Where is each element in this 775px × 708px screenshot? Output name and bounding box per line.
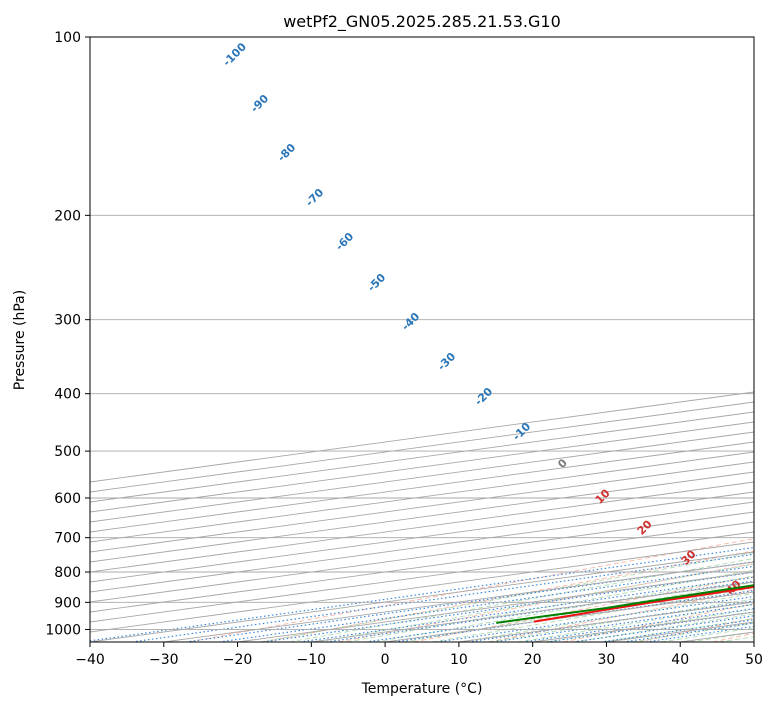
x-tick-label: 40 [671, 652, 689, 668]
y-tick-label: 1000 [45, 622, 81, 638]
isotherm-line [90, 461, 754, 553]
isotherm-line [90, 481, 754, 573]
mixing-ratio-line [492, 603, 754, 642]
x-tick-label: −30 [149, 652, 179, 668]
x-tick-label: 10 [450, 652, 468, 668]
y-tick-label: 300 [54, 313, 81, 329]
x-axis: −40 −30 −20 −10 0 10 20 30 40 50 [75, 642, 763, 668]
y-tick-label: 100 [54, 30, 81, 46]
y-tick-label: 700 [54, 531, 81, 547]
x-tick-label: 30 [598, 652, 616, 668]
y-axis-title: Pressure (hPa) [12, 290, 28, 390]
isotherm-line [90, 491, 754, 583]
isotherm-line [90, 531, 754, 623]
chart-title: wetPf2_GN05.2025.285.21.53.G10 [283, 12, 561, 32]
moist-adiabat-line [346, 569, 754, 642]
mixing-ratio-line [522, 608, 754, 642]
y-tick-label: 900 [54, 595, 81, 611]
moist-adiabat-line [460, 593, 754, 642]
isotherm-line [90, 471, 754, 563]
y-tick-label: 600 [54, 491, 81, 507]
y-tick-label: 500 [54, 444, 81, 460]
x-tick-label: 50 [745, 652, 763, 668]
x-axis-title: Temperature (°C) [361, 681, 483, 697]
mixing-ratio-line [90, 546, 754, 642]
mixing-ratio-line [436, 595, 754, 642]
plot-frame [89, 36, 755, 643]
moist-adiabat-line [318, 563, 754, 642]
isobars [90, 37, 754, 630]
mixing-ratio-line [132, 553, 754, 642]
dry-adiabat-line [338, 562, 754, 642]
isotherm-line [90, 501, 754, 593]
x-tick-label: −40 [75, 652, 105, 668]
y-tick-label: 400 [54, 387, 81, 403]
y-tick-label: 800 [54, 565, 81, 581]
y-axis: 100 200 300 400 500 600 700 800 900 1000 [45, 30, 90, 638]
dry-adiabats [188, 538, 754, 642]
moist-adiabat-line [260, 552, 754, 642]
dry-adiabat-line [263, 550, 754, 642]
dry-adiabat-line [488, 589, 754, 642]
isotherms [90, 391, 754, 642]
moist-adiabat-line [403, 581, 754, 642]
isotherm-line [90, 521, 754, 613]
x-tick-label: 0 [381, 652, 390, 668]
x-tick-label: 20 [524, 652, 542, 668]
moist-adiabats [260, 552, 754, 642]
y-tick-label: 200 [54, 208, 81, 224]
isotherm-line [90, 451, 754, 543]
isotherm-line [90, 511, 754, 603]
x-tick-label: −20 [223, 652, 253, 668]
x-tick-label: −10 [297, 652, 327, 668]
